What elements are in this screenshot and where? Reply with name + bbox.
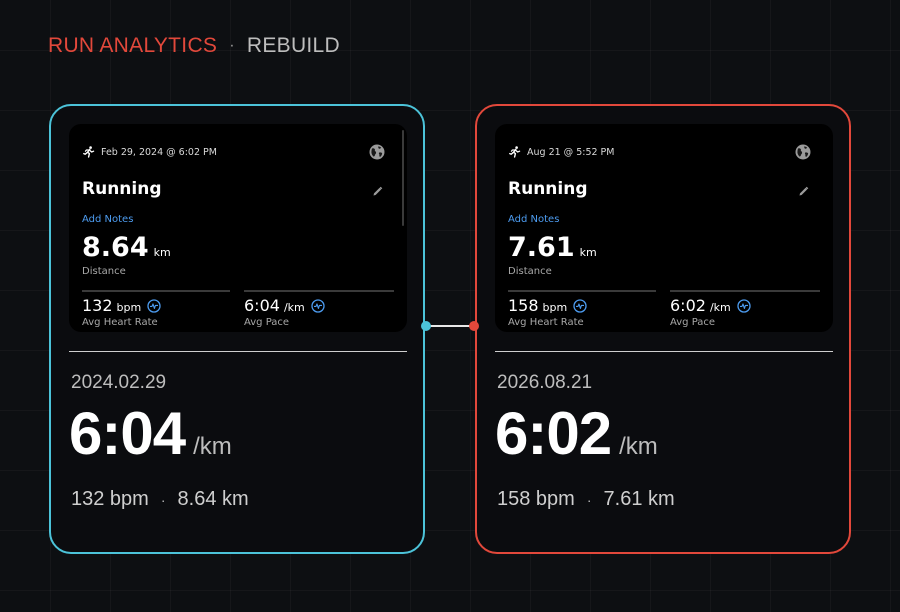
activity-title: Running: [508, 179, 588, 199]
running-person-icon: [83, 146, 95, 158]
add-notes-link[interactable]: Add Notes: [508, 214, 560, 225]
divider: [670, 290, 820, 292]
pencil-icon[interactable]: [372, 182, 383, 201]
summary-heart-rate: 158 bpm: [497, 488, 575, 510]
heart-rate-unit: bpm: [542, 301, 568, 314]
summary-separator: ·: [586, 491, 592, 508]
heart-rate-icon[interactable]: [573, 299, 587, 313]
globe-icon[interactable]: [369, 144, 385, 164]
pace-value: 6:02: [670, 296, 706, 315]
distance-unit: km: [153, 246, 171, 259]
heart-rate-value: 158: [508, 296, 539, 315]
activity-title: Running: [82, 179, 162, 199]
distance-readout: 7.61 km: [508, 232, 597, 263]
avg-heart-rate-metric: 158 bpm Avg Heart Rate: [508, 296, 587, 328]
divider: [82, 290, 230, 292]
pace-label: Avg Pace: [244, 317, 290, 328]
card-divider: [69, 351, 407, 352]
run-summary: 132 bpm · 8.64 km: [71, 488, 249, 511]
divider: [244, 290, 394, 292]
activity-screenshot: Feb 29, 2024 @ 6:02 PM Running Add Notes…: [69, 124, 407, 332]
summary-heart-rate: 132 bpm: [71, 488, 149, 510]
pace-headline: 6:04 /km: [69, 399, 232, 468]
pace-label: Avg Pace: [670, 317, 716, 328]
run-summary: 158 bpm · 7.61 km: [497, 488, 675, 511]
globe-icon[interactable]: [795, 144, 811, 164]
run-date: 2024.02.29: [71, 372, 167, 393]
activity-datetime: Feb 29, 2024 @ 6:02 PM: [101, 146, 217, 158]
page-subtitle: REBUILD: [246, 34, 340, 57]
comparison-card-right[interactable]: Aug 21 @ 5:52 PM Running Add Notes 7.61 …: [475, 104, 851, 554]
run-date: 2026.08.21: [497, 372, 593, 393]
pace-big-unit: /km: [619, 433, 658, 460]
pace-unit: /km: [709, 301, 731, 314]
comparison-card-left[interactable]: Feb 29, 2024 @ 6:02 PM Running Add Notes…: [49, 104, 425, 554]
heart-rate-value: 132: [82, 296, 113, 315]
summary-distance: 8.64 km: [177, 488, 249, 510]
running-person-icon: [509, 146, 521, 158]
pace-big-value: 6:02: [495, 400, 612, 467]
page-header: RUN ANALYTICS · REBUILD: [48, 31, 340, 61]
pace-icon[interactable]: [737, 299, 751, 313]
heart-rate-unit: bpm: [116, 301, 142, 314]
divider: [508, 290, 656, 292]
pencil-icon[interactable]: [798, 182, 809, 201]
card-divider: [495, 351, 833, 352]
activity-datetime-row: Aug 21 @ 5:52 PM: [509, 146, 614, 158]
avg-pace-metric: 6:04 /km Avg Pace: [244, 296, 325, 328]
pace-unit: /km: [283, 301, 305, 314]
avg-heart-rate-metric: 132 bpm Avg Heart Rate: [82, 296, 161, 328]
activity-datetime: Aug 21 @ 5:52 PM: [527, 146, 615, 158]
connector-node-right: [469, 321, 479, 331]
avg-pace-metric: 6:02 /km Avg Pace: [670, 296, 751, 328]
pace-big-value: 6:04: [69, 400, 186, 467]
distance-label: Distance: [82, 266, 126, 277]
distance-unit: km: [579, 246, 597, 259]
heart-rate-icon[interactable]: [147, 299, 161, 313]
distance-label: Distance: [508, 266, 552, 277]
card-connector-line: [428, 325, 474, 327]
summary-separator: ·: [160, 491, 166, 508]
pace-value: 6:04: [244, 296, 280, 315]
add-notes-link[interactable]: Add Notes: [82, 214, 134, 225]
activity-datetime-row: Feb 29, 2024 @ 6:02 PM: [83, 146, 217, 158]
heart-rate-label: Avg Heart Rate: [82, 317, 158, 328]
header-separator: ·: [229, 37, 235, 54]
heart-rate-label: Avg Heart Rate: [508, 317, 584, 328]
connector-node-left: [421, 321, 431, 331]
scrollbar[interactable]: [402, 130, 404, 226]
activity-screenshot: Aug 21 @ 5:52 PM Running Add Notes 7.61 …: [495, 124, 833, 332]
pace-big-unit: /km: [193, 433, 232, 460]
pace-icon[interactable]: [311, 299, 325, 313]
page-title: RUN ANALYTICS: [48, 34, 218, 57]
distance-readout: 8.64 km: [82, 232, 171, 263]
distance-value: 7.61: [508, 232, 575, 263]
pace-headline: 6:02 /km: [495, 399, 658, 468]
distance-value: 8.64: [82, 232, 149, 263]
summary-distance: 7.61 km: [603, 488, 675, 510]
